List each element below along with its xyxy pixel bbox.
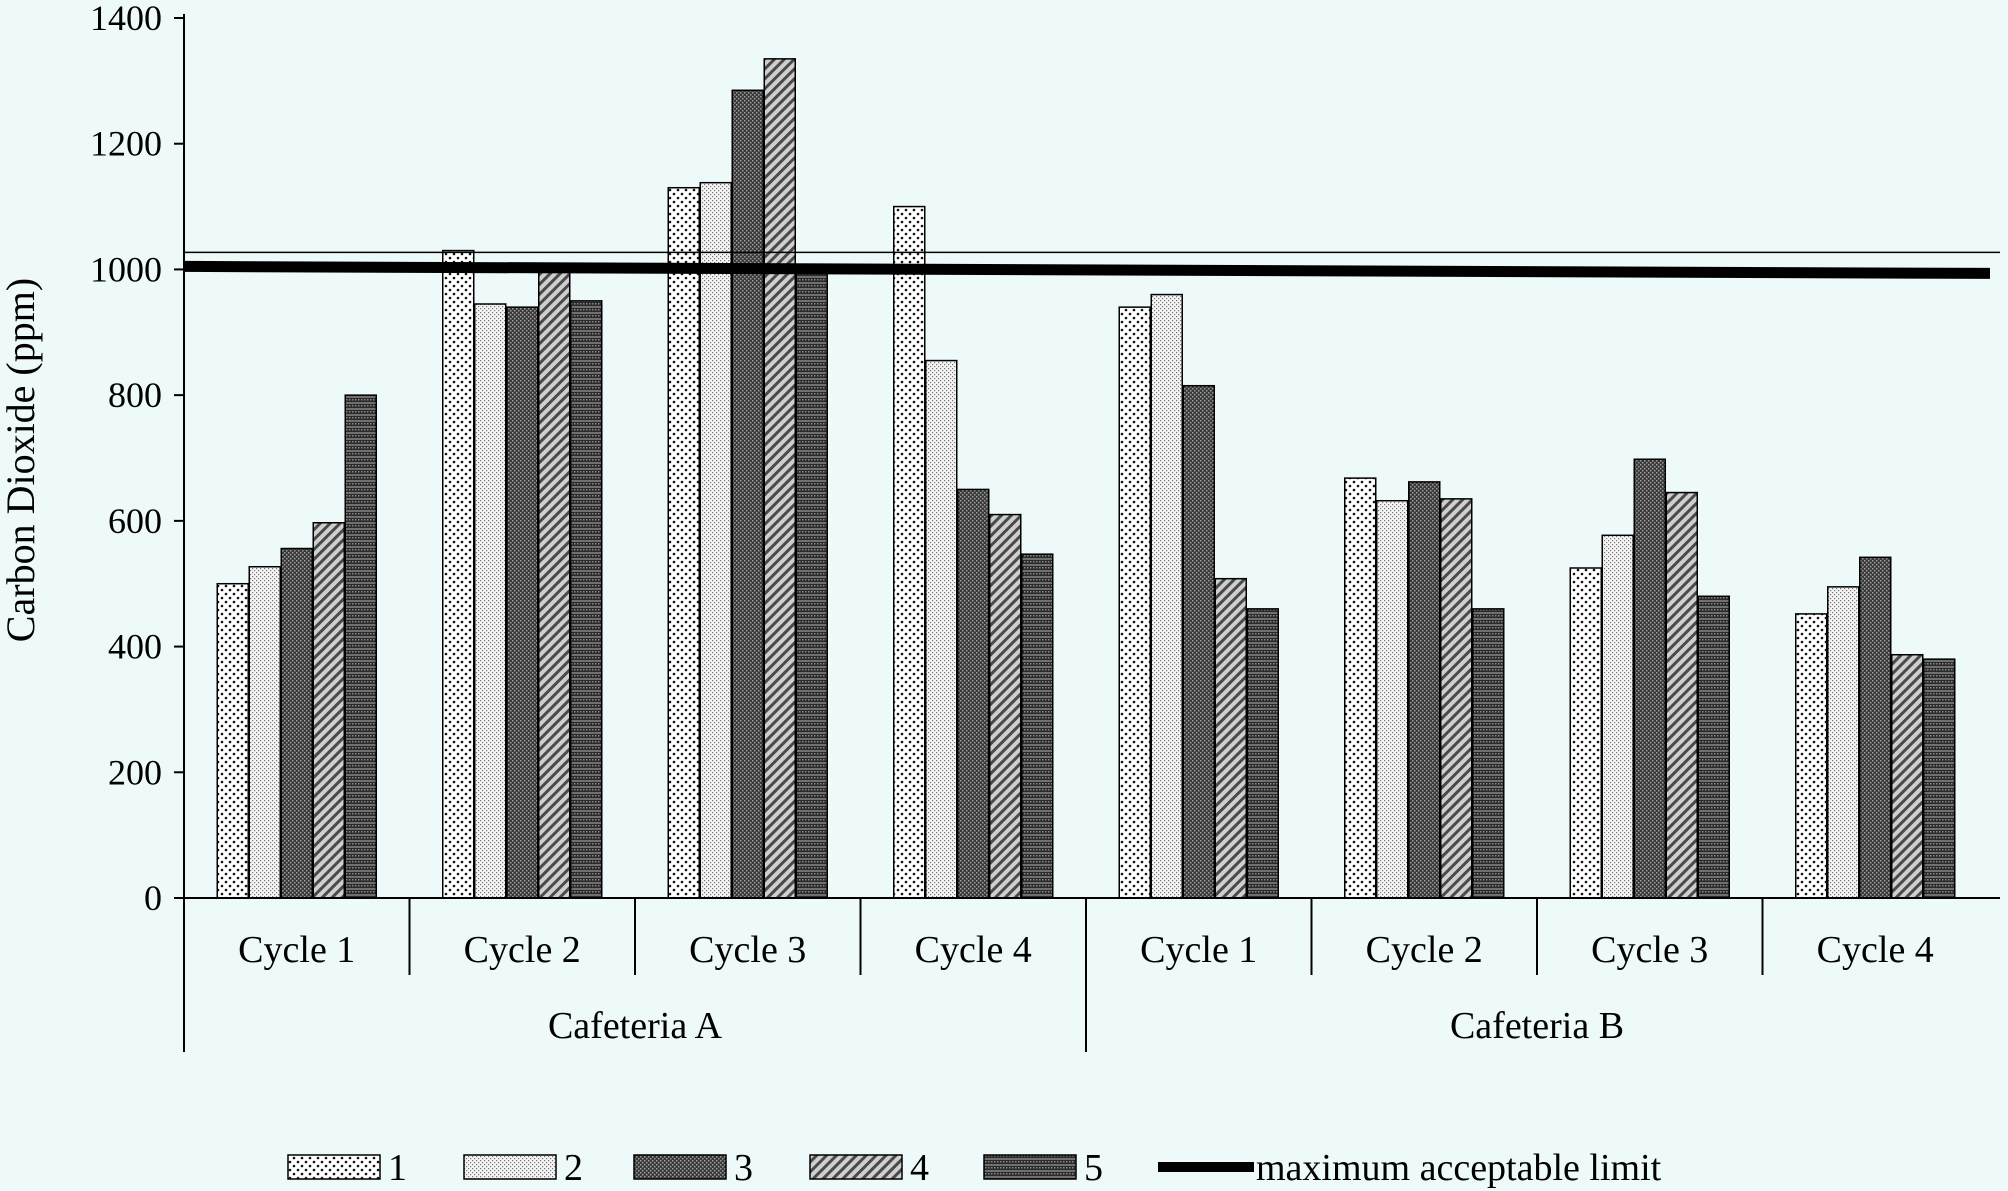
bar-series-5-cat-1 [344,394,377,899]
bar-series-1-cat-6 [1344,477,1377,899]
legend-label-limit: maximum acceptable limit [1256,1147,1662,1189]
y-tick-label: 1200 [90,124,162,164]
bar-series-5-cat-5 [1246,608,1279,899]
legend-swatch-1 [287,1154,381,1180]
bar-series-3-cat-6 [1408,481,1441,899]
y-tick-label: 1400 [90,0,162,38]
bar-series-2-cat-7 [1601,534,1634,899]
bar-series-5-cat-4 [1021,553,1054,899]
legend-label-2: 2 [564,1147,583,1189]
bar-series-3-cat-2 [506,306,539,899]
bar-series-5-cat-6 [1472,608,1505,899]
category-label: Cycle 2 [464,929,581,971]
legend-label-5: 5 [1084,1147,1103,1189]
bar-series-5-cat-3 [795,271,828,899]
bar-series-3-cat-3 [731,89,764,899]
legend-swatch-5 [983,1154,1077,1180]
bar-series-3-cat-8 [1859,556,1892,899]
axes-layer: 0 200 400 600 800 1000 1200 1400 Cycle 1 Cycle 2 C… [90,0,2000,1052]
legend-label-1: 1 [388,1147,407,1189]
limit-line [183,260,1991,279]
bar-series-4-cat-6 [1440,498,1473,899]
bar-series-2-cat-2 [474,303,507,899]
bar-series-1-cat-1 [216,582,249,899]
y-tick-label: 600 [108,501,162,541]
group-label: Cafeteria B [1450,1005,1624,1047]
bars-layer [216,58,1956,899]
bar-series-2-cat-4 [925,359,958,899]
category-label: Cycle 1 [1140,929,1257,971]
bar-series-1-cat-4 [893,205,926,899]
bar-series-1-cat-5 [1118,306,1151,899]
bar-series-5-cat-8 [1923,658,1956,899]
legend: 1 2 3 4 5 maximum acceptable limit [287,1147,1662,1189]
bar-series-3-cat-4 [957,488,990,899]
bar-series-4-cat-5 [1214,577,1247,899]
y-tick-label: 1000 [90,249,162,289]
category-label: Cycle 1 [238,929,355,971]
bar-series-4-cat-7 [1665,491,1698,899]
y-tick-label: 400 [108,627,162,667]
group-label: Cafeteria A [548,1005,723,1047]
category-label: Cycle 3 [689,929,806,971]
bar-series-5-cat-7 [1697,595,1730,899]
bar-series-4-cat-2 [538,268,571,899]
legend-label-4: 4 [910,1147,929,1189]
bar-series-5-cat-2 [570,300,603,899]
bar-series-1-cat-2 [442,249,475,899]
bar-series-1-cat-3 [667,186,700,899]
limit-layer [183,251,2000,279]
bar-series-1-cat-7 [1569,567,1602,899]
y-tick-label: 200 [108,752,162,792]
bar-series-4-cat-4 [989,513,1022,899]
bar-series-2-cat-1 [248,565,281,899]
bar-series-3-cat-5 [1182,384,1215,899]
bar-series-2-cat-5 [1150,293,1183,899]
category-label: Cycle 4 [915,929,1032,971]
bar-series-3-cat-7 [1633,458,1666,899]
legend-swatch-3 [633,1154,727,1180]
bar-series-2-cat-8 [1827,586,1860,899]
y-axis-title: Carbon Dioxide (ppm) [0,278,43,642]
bar-series-3-cat-1 [280,547,313,899]
category-label: Cycle 2 [1366,929,1483,971]
legend-label-3: 3 [734,1147,753,1189]
bar-series-2-cat-6 [1376,499,1409,899]
bar-series-4-cat-1 [312,521,345,899]
legend-swatch-2 [463,1154,557,1180]
y-tick-label: 800 [108,375,162,415]
y-tick-label: 0 [144,878,162,918]
category-label: Cycle 3 [1591,929,1708,971]
category-label: Cycle 4 [1817,929,1934,971]
bar-series-4-cat-3 [763,58,796,899]
bar-series-1-cat-8 [1795,613,1828,899]
bar-series-4-cat-8 [1891,653,1924,899]
legend-swatch-4 [809,1154,903,1180]
bar-series-2-cat-3 [699,181,732,899]
